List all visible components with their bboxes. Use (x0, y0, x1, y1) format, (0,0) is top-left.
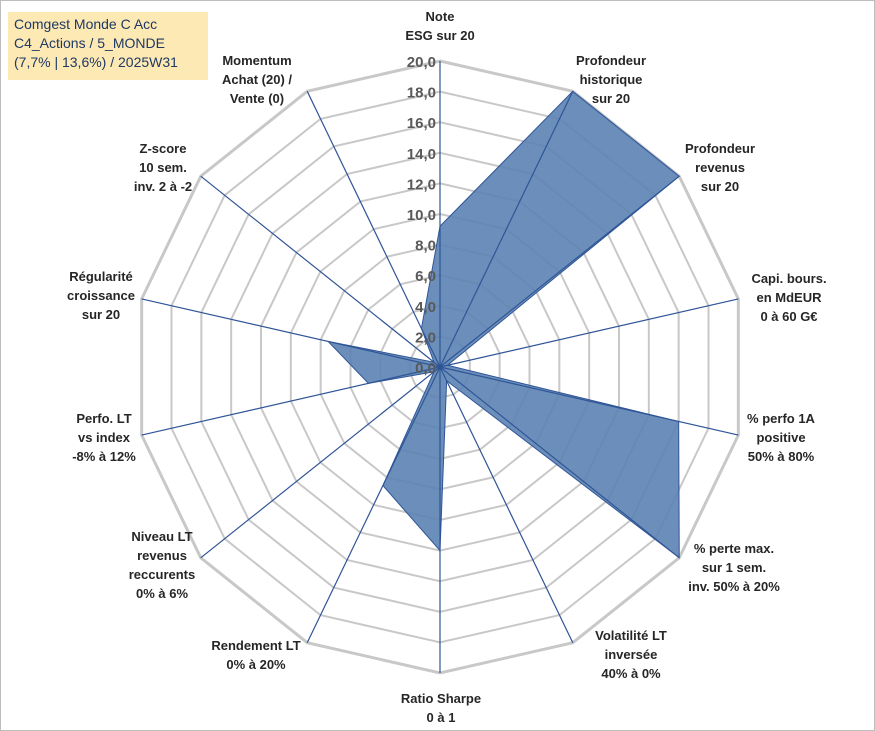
axis-spoke (141, 366, 441, 436)
tick-label: 16,0 (407, 115, 436, 132)
axis-label-line: vs index (78, 430, 131, 445)
axis-label: Momentum Achat (20) / Vente (0) (222, 53, 292, 106)
axis-spoke (306, 91, 441, 368)
axis-label-line: 0 à 1 (427, 710, 456, 725)
axis-label-line: 40% à 0% (601, 666, 661, 681)
axis-label: Volatilité LT inversée 40% à 0% (595, 628, 667, 681)
axis-label-line: en MdEUR (757, 290, 823, 305)
spoke-layer (141, 61, 739, 673)
axis-label-line: Profondeur (685, 141, 755, 156)
axis-label-line: Régularité (69, 269, 133, 284)
title-line-stats: (7,7% | 13,6%) / 2025W31 (14, 54, 178, 70)
axis-label-line: Note (426, 9, 455, 24)
axis-spoke (200, 175, 441, 368)
axis-label: % perfo 1A positive 50% à 80% (747, 411, 816, 464)
tick-label: 6,0 (415, 268, 436, 285)
chart-title-box: Comgest Monde C Acc C4_Actions / 5_MONDE… (8, 12, 208, 80)
axis-label: Ratio Sharpe 0 à 1 (401, 691, 481, 725)
axis-label-line: Profondeur (576, 53, 646, 68)
axis-label-line: sur 20 (82, 307, 120, 322)
tick-layer: 0,0 2,0 4,0 6,0 8,0 10,0 12,0 14,0 16,0 18,0 20,0 (407, 54, 436, 377)
axis-label-line: Rendement LT (211, 638, 300, 653)
axis-label-line: croissance (67, 288, 135, 303)
axis-label-line: 0 à 60 G€ (760, 309, 817, 324)
tick-label: 10,0 (407, 207, 436, 224)
axis-label-line: revenus (695, 160, 745, 175)
axis-spoke (439, 298, 739, 368)
axis-label-line: historique (580, 72, 643, 87)
tick-label: 4,0 (415, 299, 436, 316)
axis-label-line: % perte max. (694, 541, 774, 556)
axis-spoke (439, 366, 574, 643)
axis-label-line: Z-score (140, 141, 187, 156)
axis-label-layer: Note ESG sur 20 Profondeur historique sur 20… (67, 9, 827, 725)
axis-label: Profondeur historique sur 20 (576, 53, 646, 106)
axis-label: Z-score 10 sem. inv. 2 à -2 (134, 141, 192, 194)
axis-label: Régularité croissance sur 20 (67, 269, 135, 322)
axis-label: Note ESG sur 20 (405, 9, 474, 43)
axis-label-line: 10 sem. (139, 160, 187, 175)
axis-label: Capi. bours. en MdEUR 0 à 60 G€ (751, 271, 826, 324)
axis-label-line: Perfo. LT (76, 411, 131, 426)
title-line-category: C4_Actions / 5_MONDE (14, 35, 165, 51)
axis-label-line: 0% à 20% (226, 657, 286, 672)
axis-spoke (439, 366, 739, 436)
axis-label: Niveau LT revenus reccurents 0% à 6% (129, 529, 195, 601)
axis-spoke (439, 175, 680, 368)
axis-label-line: -8% à 12% (72, 449, 136, 464)
axis-label-line: sur 20 (701, 179, 739, 194)
axis-label-line: reccurents (129, 567, 195, 582)
axis-label-line: Volatilité LT (595, 628, 667, 643)
axis-spoke (141, 298, 441, 368)
tick-label: 0,0 (415, 360, 436, 377)
tick-label: 8,0 (415, 238, 436, 255)
axis-label-line: % perfo 1A (747, 411, 816, 426)
axis-label: % perte max. sur 1 sem. inv. 50% à 20% (688, 541, 780, 594)
axis-label-line: Vente (0) (230, 91, 284, 106)
axis-label-line: revenus (137, 548, 187, 563)
tick-label: 12,0 (407, 176, 436, 193)
axis-label-line: Achat (20) / (222, 72, 292, 87)
title-line-fund: Comgest Monde C Acc (14, 16, 158, 32)
axis-label-line: ESG sur 20 (405, 28, 474, 43)
axis-label-line: Momentum (222, 53, 291, 68)
axis-label-line: Niveau LT (131, 529, 192, 544)
tick-label: 2,0 (415, 329, 436, 346)
axis-label-line: 0% à 6% (136, 586, 188, 601)
axis-label: Rendement LT 0% à 20% (211, 638, 300, 672)
axis-label-line: Ratio Sharpe (401, 691, 481, 706)
axis-label-line: inv. 2 à -2 (134, 179, 192, 194)
axis-label-line: inv. 50% à 20% (688, 579, 780, 594)
axis-spoke (200, 366, 441, 559)
axis-spoke (439, 366, 680, 559)
axis-label-line: inversée (605, 647, 658, 662)
tick-label: 18,0 (407, 85, 436, 102)
axis-spoke (439, 91, 574, 368)
axis-spoke (306, 366, 441, 643)
axis-label-line: sur 1 sem. (702, 560, 766, 575)
axis-label-line: positive (756, 430, 805, 445)
axis-label-line: 50% à 80% (748, 449, 815, 464)
tick-label: 20,0 (407, 54, 436, 71)
axis-label-line: Capi. bours. (751, 271, 826, 286)
axis-label: Perfo. LT vs index -8% à 12% (72, 411, 136, 464)
tick-label: 14,0 (407, 146, 436, 163)
axis-label: Profondeur revenus sur 20 (685, 141, 755, 194)
axis-label-line: sur 20 (592, 91, 630, 106)
